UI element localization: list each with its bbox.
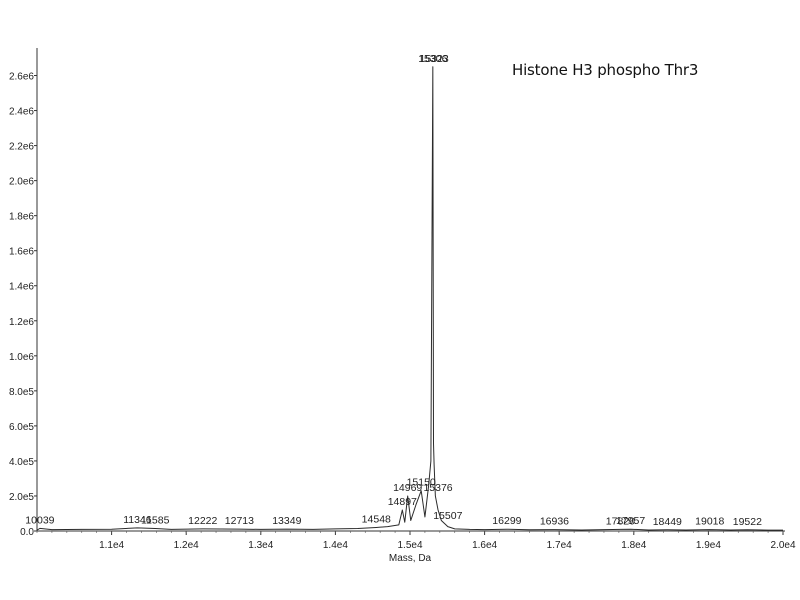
peak-label: 19018 [695, 516, 724, 528]
axes [34, 48, 785, 535]
y-tick-label: 2.6e6 [9, 72, 34, 83]
x-tick-label: 1.1e4 [99, 540, 124, 551]
peak-label: 14969 [393, 482, 422, 494]
y-tick-label: 1.8e6 [9, 212, 34, 223]
peak-label: 14897 [388, 496, 417, 508]
x-tick-label: 1.2e4 [174, 540, 199, 551]
x-tick-label: 1.6e4 [472, 540, 497, 551]
y-tick-label: 2.2e6 [9, 142, 34, 153]
x-tick-label: 1.8e4 [621, 540, 646, 551]
y-tick-label: 4.0e5 [9, 457, 34, 468]
y-tick-label: 2.0e6 [9, 177, 34, 188]
peak-label: 13349 [272, 515, 301, 527]
y-tick-label: 1.0e6 [9, 352, 34, 363]
y-tick-label: 1.6e6 [9, 247, 34, 258]
y-tick-label: 1.4e6 [9, 282, 34, 293]
spectrum-line [36, 66, 783, 531]
peak-label: 17820 [606, 515, 635, 527]
y-tick-label: 2.0e5 [9, 492, 34, 503]
peak-label: 15376 [423, 482, 452, 494]
peak-label: 16936 [540, 516, 569, 528]
tick-labels: 0.0 2.0e5 4.0e5 6.0e5 8.0e5 1.0e6 1.2e6 1.4e6 1.… [9, 72, 796, 551]
x-tick-label: 1.3e4 [248, 540, 273, 551]
y-tick-label: 2.4e6 [9, 107, 34, 118]
peak-label: 12222 [188, 515, 217, 527]
x-tick-label: 2.0e4 [770, 540, 795, 551]
x-tick-label: 1.7e4 [547, 540, 572, 551]
peak-label: 15150 [407, 477, 436, 489]
chart-title: Histone H3 phospho Thr3 [512, 61, 699, 79]
y-tick-label: 1.2e6 [9, 317, 34, 328]
peak-label: 11346 [123, 514, 152, 526]
peak-label: 19522 [733, 516, 762, 528]
x-axis-title: Mass, Da [389, 553, 432, 564]
peak-label: 11585 [141, 515, 170, 527]
peak-label: 12713 [225, 515, 254, 527]
peak-label: 15507 [433, 510, 462, 522]
y-tick-label: 6.0e5 [9, 422, 34, 433]
peak-label: 10039 [25, 514, 54, 526]
y-tick-label: 8.0e5 [9, 387, 34, 398]
x-tick-label: 1.9e4 [696, 540, 721, 551]
y-tick-label: 0.0 [20, 527, 34, 538]
spectrum-series [36, 66, 783, 531]
x-tick-label: 1.4e4 [323, 540, 348, 551]
peak-label: 15306 [418, 53, 447, 65]
peak-label: 17957 [616, 515, 645, 527]
peak-label: 15323 [419, 53, 448, 65]
peak-label: 16299 [492, 515, 521, 527]
peak-label: 14548 [362, 513, 391, 525]
peak-label: 18449 [653, 516, 682, 528]
x-tick-label: 1.5e4 [397, 540, 422, 551]
